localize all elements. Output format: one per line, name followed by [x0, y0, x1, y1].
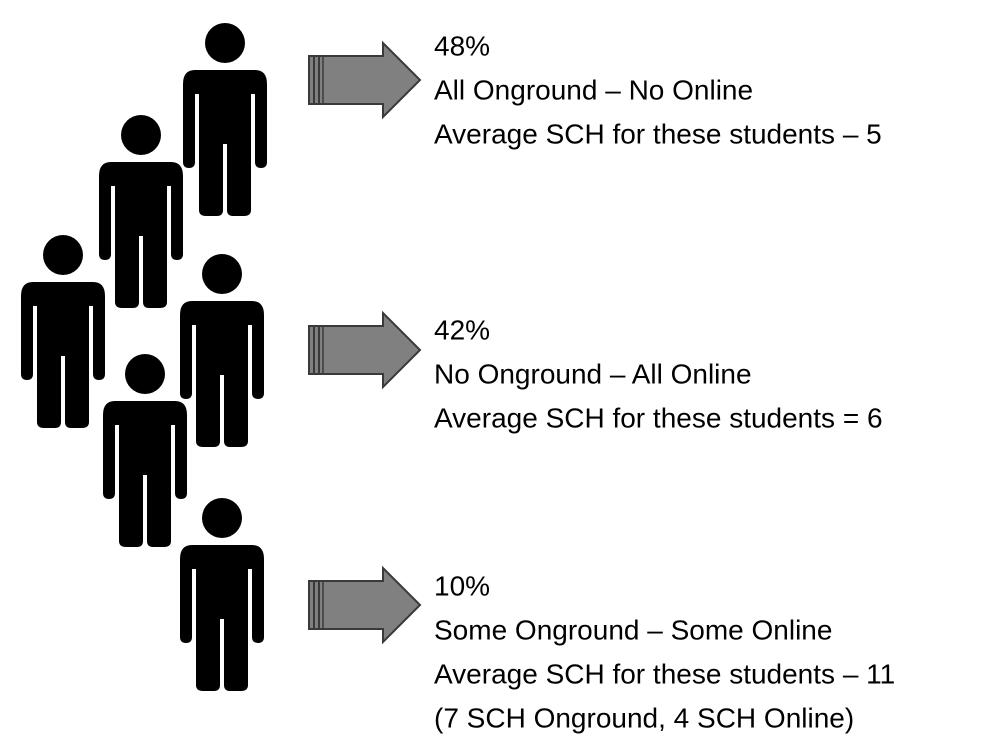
person-icon [183, 23, 267, 216]
arrow [308, 42, 421, 118]
person-icon [103, 354, 187, 547]
person-icon [180, 498, 264, 691]
group-percent: 48% [434, 30, 490, 61]
group-note: (7 SCH Onground, 4 SCH Online) [434, 702, 854, 733]
group-average: Average SCH for these students – 5 [434, 118, 882, 149]
labels: 48% All Onground – No Online Average SCH f… [434, 30, 895, 733]
arrow [308, 567, 421, 643]
group-average: Average SCH for these students – 11 [434, 658, 895, 689]
group-description: No Onground – All Online [434, 358, 752, 389]
group-description: All Onground – No Online [434, 74, 753, 105]
group-percent: 10% [434, 570, 490, 601]
arrow [308, 312, 421, 388]
group-average: Average SCH for these students = 6 [434, 402, 883, 433]
arrows [308, 42, 421, 643]
person-icon [21, 235, 105, 428]
person-icon [99, 115, 183, 308]
group-description: Some Onground – Some Online [434, 614, 832, 645]
person-icon [180, 254, 264, 447]
people [21, 23, 267, 691]
group-percent: 42% [434, 314, 490, 345]
